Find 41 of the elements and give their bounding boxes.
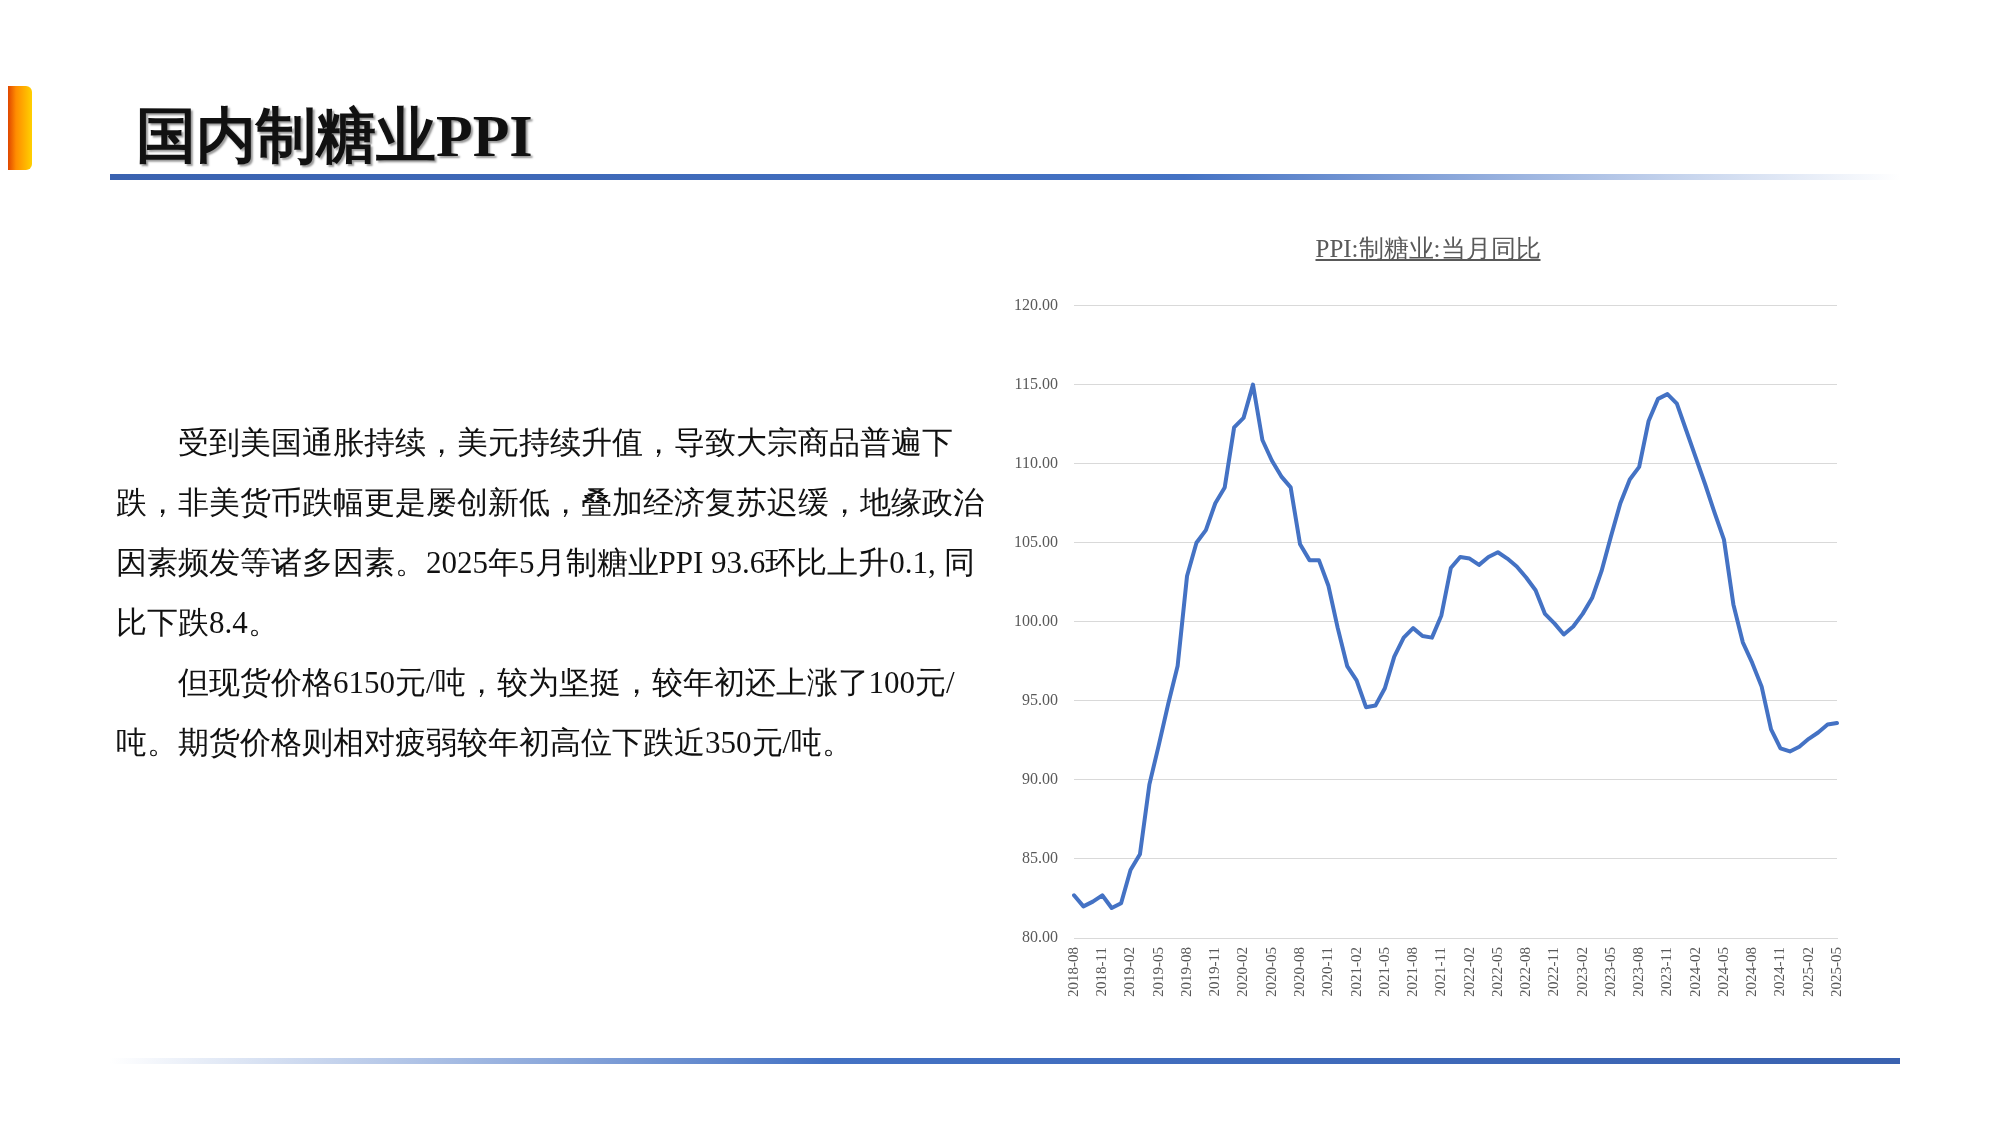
x-tick-label: 2021-08	[1404, 947, 1421, 997]
x-tick-label: 2024-02	[1686, 947, 1703, 997]
text: 受到美国通胀持续，美元持续升值，导致大宗商品普遍下跌，非美货币跌幅更是屡创新低，叠加经济复苏迟缓，地缘政治因素频发等诸多因素。2025年5月制糖业PPI 93.6环比上升0.1, 同比下跌8.4。	[116, 424, 985, 642]
x-tick-label: 2019-11	[1206, 947, 1223, 997]
y-tick-label: 115.00	[1014, 374, 1058, 392]
x-tick-label: 2019-02	[1121, 947, 1138, 997]
x-tick-label: 2020-11	[1319, 947, 1336, 997]
x-tick-label: 2024-08	[1743, 947, 1760, 997]
x-tick-label: 2025-05	[1827, 947, 1844, 997]
x-tick-label: 2022-08	[1517, 947, 1534, 997]
y-tick-label: 90.00	[1022, 770, 1058, 788]
text: 但现货价格6150元/吨，较为坚挺，较年初还上涨了100元/吨。期货价格则相对疲弱较年初高位下跌近350元/吨。	[116, 664, 956, 762]
x-tick-label: 2018-08	[1064, 947, 1081, 997]
x-tick-label: 2019-08	[1177, 947, 1194, 997]
x-tick-label: 2022-05	[1488, 947, 1505, 997]
x-tick-label: 2021-05	[1375, 947, 1392, 997]
y-tick-label: 95.00	[1022, 691, 1058, 709]
x-tick-label: 2023-02	[1573, 947, 1590, 997]
x-tick-label: 2022-02	[1460, 947, 1477, 997]
text: 国内制糖业PPI	[136, 102, 533, 171]
x-tick-label: 2018-11	[1093, 947, 1110, 997]
y-tick-label: 100.00	[1014, 612, 1058, 630]
y-tick-label: 80.00	[1022, 928, 1058, 946]
x-tick-label: 2020-02	[1234, 947, 1251, 997]
x-tick-label: 2020-05	[1262, 947, 1279, 997]
y-tick-label: 110.00	[1014, 453, 1058, 471]
y-tick-label: 105.00	[1014, 532, 1058, 550]
x-tick-label: 2022-11	[1545, 947, 1562, 997]
chart-subtitle: PPI:制糖业:当月同比	[1314, 234, 1542, 264]
x-tick-label: 2023-05	[1601, 947, 1618, 997]
x-tick-label: 2025-02	[1799, 947, 1816, 997]
x-tick-label: 2021-02	[1347, 947, 1364, 997]
x-tick-label: 2021-11	[1432, 947, 1449, 997]
x-tick-label: 2020-08	[1291, 947, 1308, 997]
x-tick-label: 2019-05	[1149, 947, 1166, 997]
x-tick-label: 2023-11	[1658, 947, 1675, 997]
x-tick-label: 2024-05	[1714, 947, 1731, 997]
x-tick-label: 2024-11	[1771, 947, 1788, 997]
y-tick-label: 85.00	[1022, 849, 1058, 867]
y-tick-label: 120.00	[1014, 295, 1058, 313]
x-tick-label: 2023-08	[1630, 947, 1647, 997]
